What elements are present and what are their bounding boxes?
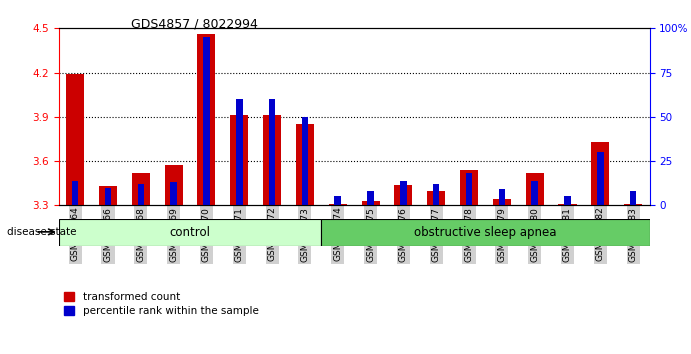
Text: obstructive sleep apnea: obstructive sleep apnea [414, 226, 557, 239]
Bar [526, 173, 544, 205]
Bar [531, 181, 538, 205]
Bar [59, 219, 321, 246]
Bar [132, 173, 150, 205]
Bar [203, 37, 209, 205]
Bar [460, 170, 478, 205]
Bar [591, 142, 609, 205]
Bar [624, 204, 642, 205]
Bar [395, 185, 413, 205]
Bar [296, 124, 314, 205]
Bar [301, 117, 308, 205]
Bar [361, 201, 379, 205]
Bar [597, 152, 603, 205]
Bar [498, 189, 505, 205]
Bar [269, 99, 275, 205]
Bar [99, 186, 117, 205]
Bar [433, 184, 439, 205]
Legend: transformed count, percentile rank within the sample: transformed count, percentile rank withi… [64, 292, 258, 316]
Bar [170, 182, 177, 205]
Bar [72, 181, 78, 205]
Bar [329, 204, 347, 205]
Bar [138, 184, 144, 205]
Text: GDS4857 / 8022994: GDS4857 / 8022994 [131, 18, 258, 31]
Bar [164, 166, 182, 205]
Bar [198, 34, 216, 205]
Bar [334, 196, 341, 205]
Bar [558, 204, 576, 205]
Text: disease state: disease state [7, 227, 77, 237]
Bar [230, 115, 248, 205]
Bar [321, 219, 650, 246]
Text: control: control [169, 226, 211, 239]
Bar [236, 99, 243, 205]
Bar [400, 181, 406, 205]
Bar [263, 115, 281, 205]
Bar [427, 190, 445, 205]
Bar [466, 173, 472, 205]
Bar [630, 191, 636, 205]
Bar [104, 188, 111, 205]
Bar [564, 196, 571, 205]
Bar [66, 74, 84, 205]
Bar [493, 199, 511, 205]
Bar [367, 191, 374, 205]
